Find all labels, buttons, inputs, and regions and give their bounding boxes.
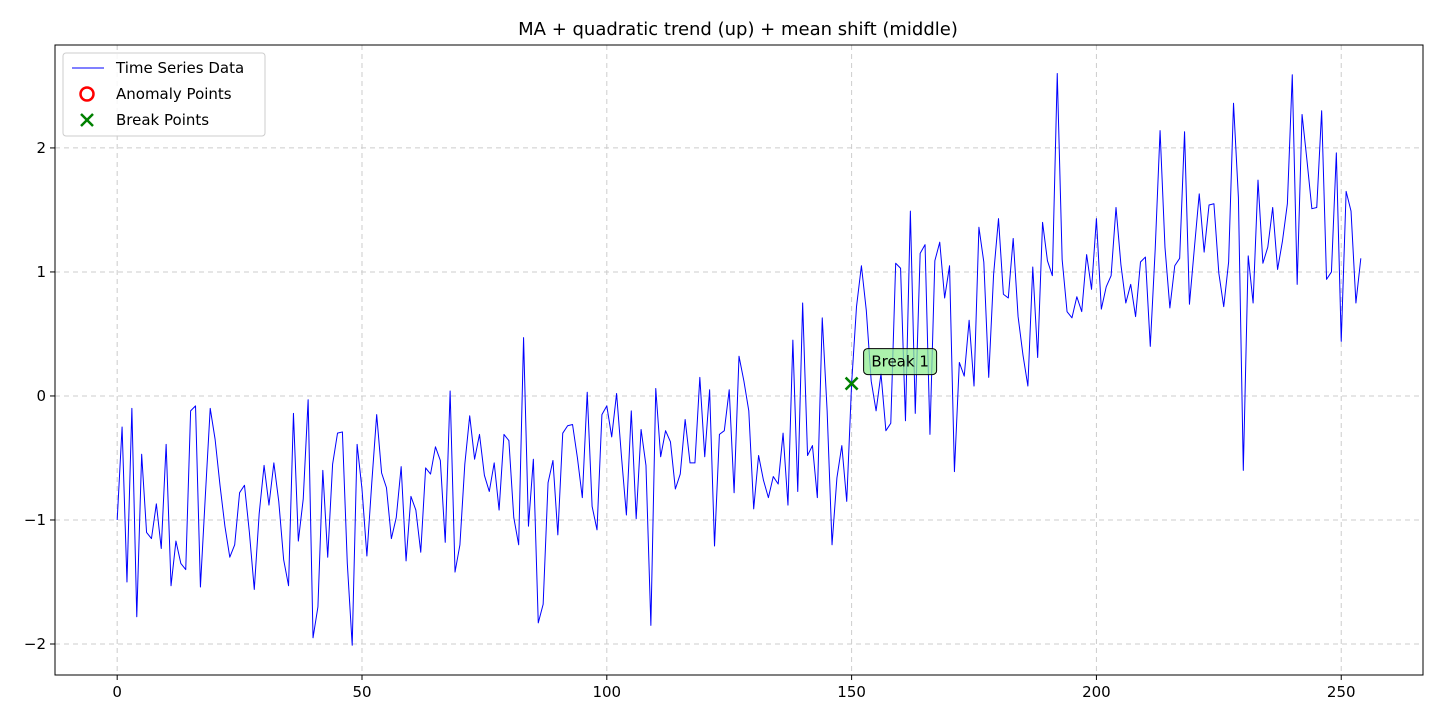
series-line bbox=[116, 73, 1362, 646]
x-tick-label: 150 bbox=[837, 683, 866, 701]
x-axis-ticks: 0 50 100 150 200 250 bbox=[112, 675, 1356, 701]
break-label-box bbox=[863, 348, 938, 376]
y-tick-label: −1 bbox=[24, 511, 46, 529]
break-points-layer: Break 1 bbox=[844, 348, 938, 391]
legend-x-swatch bbox=[80, 113, 94, 127]
legend-box bbox=[62, 52, 266, 137]
y-tick-label: 2 bbox=[36, 139, 46, 157]
y-tick-label: −2 bbox=[24, 635, 46, 653]
x-tick-label: 50 bbox=[352, 683, 371, 701]
x-tick-label: 200 bbox=[1082, 683, 1111, 701]
x-tick-label: 0 bbox=[112, 683, 122, 701]
legend-item: Break Points bbox=[80, 111, 209, 129]
legend-label: Break Points bbox=[116, 111, 209, 129]
plot-area-frame bbox=[54, 44, 1424, 676]
break-marker-stroke bbox=[844, 376, 859, 391]
grid-lines bbox=[55, 45, 1423, 675]
series-layer bbox=[116, 73, 1362, 646]
legend-circle-swatch bbox=[79, 86, 95, 102]
y-axis-ticks: −2 −1 0 1 2 bbox=[24, 139, 55, 653]
break-label: Break 1 bbox=[871, 353, 929, 371]
legend-label: Anomaly Points bbox=[116, 85, 232, 103]
x-tick-label: 100 bbox=[592, 683, 621, 701]
chart-title: MA + quadratic trend (up) + mean shift (… bbox=[518, 19, 958, 40]
x-tick-label: 250 bbox=[1327, 683, 1356, 701]
y-tick-label: 1 bbox=[36, 263, 46, 281]
legend-label: Time Series Data bbox=[115, 59, 244, 77]
legend-item: Anomaly Points bbox=[79, 85, 232, 103]
legend: Time Series Data Anomaly Points Break Poin… bbox=[62, 52, 266, 137]
break-point-marker bbox=[844, 376, 859, 391]
y-tick-label: 0 bbox=[36, 387, 46, 405]
legend-item: Time Series Data bbox=[72, 59, 244, 77]
